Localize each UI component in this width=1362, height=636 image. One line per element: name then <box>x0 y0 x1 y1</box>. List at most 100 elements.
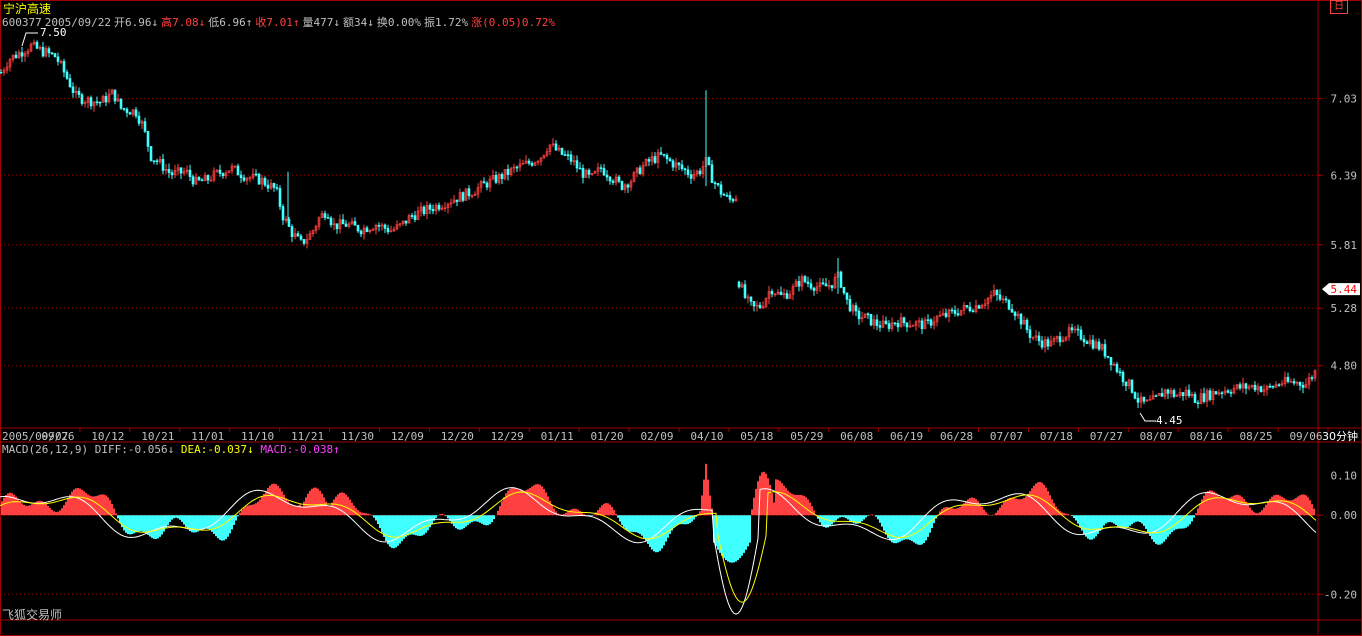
candle <box>473 191 477 196</box>
candle <box>554 140 558 151</box>
candle-body <box>1160 393 1164 397</box>
candle-body <box>1301 385 1305 388</box>
candle-body <box>191 176 195 185</box>
candle-body <box>1232 388 1236 394</box>
candle-body <box>587 169 591 175</box>
candle-body <box>635 167 639 173</box>
candle <box>1241 377 1245 393</box>
candle-body <box>1289 381 1293 383</box>
candle <box>740 281 744 289</box>
candle <box>506 164 510 181</box>
candle <box>743 280 747 300</box>
candle <box>1037 331 1041 346</box>
candle-body <box>1070 327 1074 331</box>
candle <box>167 163 171 178</box>
candle-body <box>917 320 921 323</box>
candle-body <box>1043 339 1047 348</box>
candle <box>62 58 66 78</box>
candle <box>1109 357 1113 371</box>
candle <box>1250 384 1254 389</box>
candle-body <box>1280 383 1284 386</box>
candle <box>1115 361 1119 374</box>
candle <box>1181 392 1185 401</box>
candle <box>248 176 252 183</box>
candle <box>368 229 372 234</box>
candle-body <box>284 218 288 221</box>
candle-body <box>11 54 15 60</box>
candle <box>803 275 807 284</box>
candle <box>1127 378 1131 390</box>
date-tick-label: 07/18 <box>1040 430 1073 443</box>
candle-body <box>872 319 876 326</box>
candle-body <box>683 168 687 171</box>
candle <box>656 148 660 169</box>
candle <box>629 179 633 192</box>
candle-body <box>506 169 510 175</box>
candle-body <box>263 178 267 186</box>
candle <box>569 150 573 165</box>
candle-body <box>941 312 945 316</box>
candle <box>158 156 162 165</box>
candle-body <box>1148 398 1152 401</box>
candle-body <box>194 176 198 185</box>
candle <box>1292 378 1296 386</box>
candle <box>995 288 999 301</box>
candle-body <box>716 183 720 186</box>
candle-body <box>56 56 60 62</box>
candle <box>161 153 165 175</box>
candle-body <box>326 217 330 219</box>
candle <box>1220 391 1224 399</box>
candle <box>1187 384 1191 398</box>
candle-body <box>1079 329 1083 340</box>
candle-body <box>179 167 183 174</box>
candle <box>290 224 294 243</box>
candle <box>497 172 501 185</box>
candle <box>1118 368 1122 377</box>
candle <box>326 213 330 219</box>
candle-body <box>1028 329 1032 338</box>
candle <box>1019 313 1023 329</box>
candle-body <box>251 173 255 178</box>
candle <box>542 154 546 159</box>
candle-body <box>656 152 660 163</box>
calendar-icon[interactable]: 日 <box>1330 0 1348 14</box>
candle-body <box>347 223 351 227</box>
candle <box>1142 396 1146 405</box>
candle <box>893 322 897 326</box>
date-tick-label: 11/30 <box>341 430 374 443</box>
candle-body <box>845 292 849 300</box>
candle-body <box>1190 393 1194 397</box>
candle-body <box>218 169 222 174</box>
candle <box>1307 372 1311 390</box>
candle-body <box>578 167 582 170</box>
candle-body <box>539 157 543 162</box>
candle-body <box>755 304 759 307</box>
candle-body <box>722 194 726 196</box>
candle <box>146 130 150 152</box>
candle <box>50 52 54 55</box>
candle-body <box>1019 313 1023 325</box>
candle-body <box>1151 395 1155 400</box>
candle-body <box>470 195 474 197</box>
dea-line <box>0 491 1317 603</box>
macd-histogram <box>1 463 1315 563</box>
candle-body <box>254 173 258 176</box>
candle <box>653 152 657 165</box>
candle-body <box>143 121 147 132</box>
candle-body <box>692 173 696 179</box>
candle-body <box>707 157 711 166</box>
price-axis-ticks: 7.03 6.39 5.81 5.28 4.80 5.44 <box>1318 93 1360 373</box>
candle <box>353 217 357 226</box>
candle <box>689 169 693 184</box>
candle-body <box>1145 399 1149 402</box>
date-tick-label: 04/10 <box>690 430 723 443</box>
candle-body <box>569 154 573 162</box>
candle <box>389 225 393 233</box>
candle-body <box>383 224 387 229</box>
candle <box>413 210 417 223</box>
candle-body <box>158 159 162 163</box>
candle-body <box>617 176 621 182</box>
candle-body <box>119 98 123 109</box>
candle-body <box>140 121 144 124</box>
candle <box>65 69 69 81</box>
